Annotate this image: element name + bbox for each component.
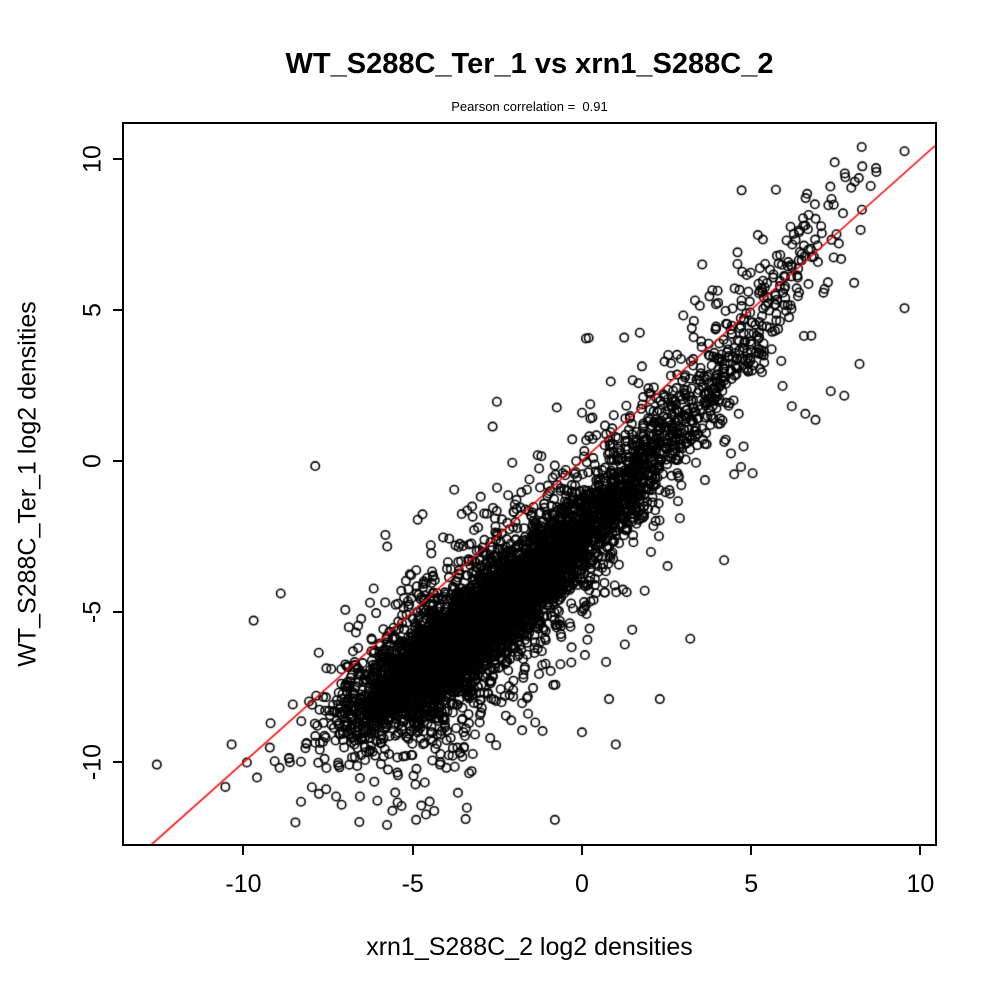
y-tick-label: -5 <box>78 600 107 623</box>
y-axis-title: WT_S288C_Ter_1 log2 densities <box>13 301 42 667</box>
scatter-canvas <box>124 124 935 844</box>
x-tick-label: 5 <box>744 870 759 898</box>
x-tick-label: 0 <box>575 870 589 898</box>
x-tick-label: -5 <box>401 870 424 898</box>
y-tick-label: 5 <box>78 302 107 317</box>
x-tick-mark <box>242 846 245 855</box>
y-tick-label: 10 <box>78 144 107 173</box>
y-tick-mark <box>113 761 122 764</box>
y-tick-mark <box>113 459 122 462</box>
chart-subtitle: Pearson correlation = 0.91 <box>451 99 608 114</box>
y-tick-label: -10 <box>78 744 107 781</box>
x-tick-mark <box>750 846 753 855</box>
plot-area <box>122 122 937 846</box>
y-tick-mark <box>113 610 122 613</box>
x-tick-mark <box>580 846 583 855</box>
x-tick-label: 10 <box>906 870 935 898</box>
y-tick-label: 0 <box>78 453 107 468</box>
x-tick-mark <box>411 846 414 855</box>
chart-title: WT_S288C_Ter_1 vs xrn1_S288C_2 <box>285 48 774 80</box>
x-axis-title: xrn1_S288C_2 log2 densities <box>366 933 693 961</box>
y-tick-mark <box>113 308 122 311</box>
x-tick-label: -10 <box>225 870 262 898</box>
x-tick-mark <box>919 846 922 855</box>
y-tick-mark <box>113 157 122 160</box>
